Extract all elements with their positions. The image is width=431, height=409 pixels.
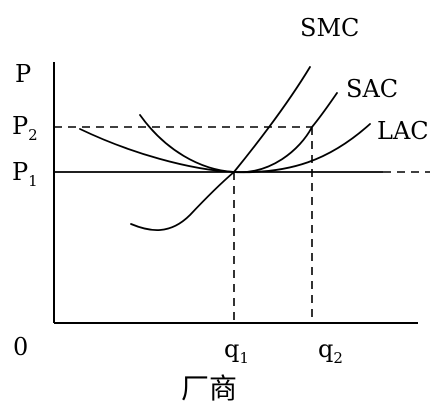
lac-label: LAC	[377, 117, 429, 145]
sac-label: SAC	[346, 75, 398, 103]
q2-label: q2	[318, 335, 343, 367]
smc-label: SMC	[300, 14, 359, 42]
y-axis-label: P	[15, 60, 31, 88]
p1-label: P1	[12, 158, 38, 190]
sac-curve	[139, 92, 338, 174]
origin-label: 0	[13, 333, 28, 361]
q1-label: q1	[224, 335, 249, 367]
diagram-title: 厂商	[181, 372, 237, 405]
smc-curve	[130, 66, 311, 232]
p2-label: P2	[12, 112, 38, 144]
lac-curve	[79, 123, 371, 174]
